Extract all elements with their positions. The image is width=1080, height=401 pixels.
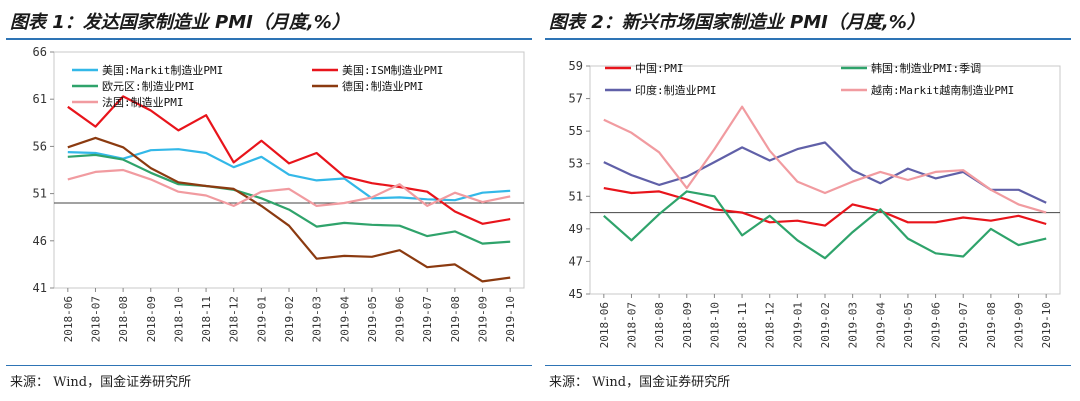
left-title-rule	[6, 38, 532, 40]
y-tick-label-1-5: 55	[569, 124, 583, 138]
x-tick-label-0-6: 2018-12	[228, 296, 241, 342]
x-tick-label-0-9: 2019-03	[311, 296, 324, 342]
x-tick-label-1-1: 2018-07	[625, 302, 638, 348]
y-tick-label-0-5: 66	[33, 45, 47, 59]
series-line-0-1	[67, 95, 511, 225]
left-source-note: 来源： Wind，国金证券研究所	[10, 375, 192, 390]
legend-label-1-1: 韩国:制造业PMI:季调	[871, 61, 981, 75]
y-tick-label-1-6: 57	[569, 92, 583, 106]
left-source-rule	[6, 365, 532, 366]
legend-label-0-4: 法国:制造业PMI	[102, 95, 184, 109]
series-line-1-1	[603, 190, 1047, 260]
y-tick-label-0-0: 41	[33, 281, 47, 295]
right-title-rule	[545, 38, 1071, 40]
x-tick-label-1-11: 2019-05	[902, 302, 915, 348]
x-tick-label-0-3: 2018-09	[145, 296, 158, 342]
y-tick-label-0-2: 51	[33, 187, 47, 201]
x-tick-label-1-10: 2019-04	[874, 302, 887, 349]
x-tick-label-1-16: 2019-10	[1040, 302, 1053, 348]
x-tick-label-1-8: 2019-02	[819, 302, 832, 348]
x-tick-label-1-0: 2018-06	[598, 302, 611, 348]
x-tick-label-0-12: 2019-06	[394, 296, 407, 342]
x-tick-label-1-7: 2019-01	[791, 302, 804, 348]
y-tick-label-1-3: 51	[569, 189, 583, 203]
x-tick-label-1-13: 2019-07	[957, 302, 970, 348]
x-tick-label-0-5: 2018-11	[200, 296, 213, 342]
right-chart-panel: 图表 2：新兴市场国家制造业 PMI（月度,%） 45 47 49 51 53 55 57 5…	[545, 0, 1071, 401]
right-source-rule	[545, 365, 1071, 366]
x-tick-label-0-7: 2019-01	[255, 296, 268, 342]
y-tick-label-1-7: 59	[569, 59, 583, 73]
y-tick-label-1-1: 47	[569, 254, 583, 268]
y-tick-label-1-0: 45	[569, 287, 583, 301]
right-chart-title: 图表 2：新兴市场国家制造业 PMI（月度,%）	[549, 12, 925, 33]
series-line-0-3	[67, 136, 511, 283]
x-tick-label-0-2: 2018-08	[117, 296, 130, 342]
y-tick-label-0-1: 46	[33, 234, 47, 248]
y-tick-label-0-4: 61	[33, 92, 47, 106]
x-tick-label-0-11: 2019-05	[366, 296, 379, 342]
x-tick-label-1-4: 2018-10	[708, 302, 721, 348]
plot-frame-1	[589, 65, 1061, 295]
x-tick-label-0-1: 2018-07	[89, 296, 102, 342]
legend-label-1-3: 越南:Markit越南制造业PMI	[871, 83, 1014, 97]
legend-label-0-3: 德国:制造业PMI	[342, 79, 424, 93]
x-tick-label-0-13: 2019-07	[421, 296, 434, 342]
x-tick-label-0-16: 2019-10	[504, 296, 517, 342]
left-chart-panel: 图表 1：发达国家制造业 PMI（月度,%） 41 46 51 56 61 66 2018-…	[6, 0, 532, 401]
x-tick-label-1-14: 2019-08	[985, 302, 998, 348]
y-tick-label-1-4: 53	[569, 157, 583, 171]
x-tick-label-0-0: 2018-06	[62, 296, 75, 342]
legend-label-0-1: 美国:ISM制造业PMI	[342, 63, 443, 77]
x-tick-label-0-14: 2019-08	[449, 296, 462, 342]
legend-label-1-0: 中国:PMI	[635, 62, 684, 75]
series-line-0-2	[67, 153, 511, 245]
series-line-1-0	[603, 187, 1047, 227]
y-tick-label-1-2: 49	[569, 222, 583, 236]
x-tick-label-0-10: 2019-04	[338, 296, 351, 343]
x-tick-label-1-2: 2018-08	[653, 302, 666, 348]
series-line-0-4	[67, 168, 511, 207]
series-line-1-3	[603, 105, 1047, 214]
legend-label-0-0: 美国:Markit制造业PMI	[102, 63, 223, 77]
legend-label-0-2: 欧元区:制造业PMI	[102, 79, 195, 93]
left-chart-title: 图表 1：发达国家制造业 PMI（月度,%）	[10, 12, 350, 33]
x-tick-label-1-9: 2019-03	[847, 302, 860, 348]
x-tick-label-1-5: 2018-11	[736, 302, 749, 348]
legend-label-1-2: 印度:制造业PMI	[635, 83, 717, 97]
x-tick-label-0-8: 2019-02	[283, 296, 296, 342]
right-source-note: 来源： Wind，国金证券研究所	[549, 375, 731, 390]
x-tick-label-1-3: 2018-09	[681, 302, 694, 348]
x-tick-label-0-4: 2018-10	[172, 296, 185, 342]
right-chart-plot: 45 47 49 51 53 55 57 59 2018-06 2018-07 2018-08 201…	[569, 59, 1061, 349]
left-chart-plot: 41 46 51 56 61 66 2018-06 2018-07 2018-08 2018-09…	[33, 45, 525, 343]
y-tick-label-0-3: 56	[33, 139, 47, 153]
x-tick-label-1-6: 2018-12	[764, 302, 777, 348]
x-tick-label-0-15: 2019-09	[477, 296, 490, 342]
x-tick-label-1-12: 2019-06	[930, 302, 943, 348]
x-tick-label-1-15: 2019-09	[1013, 302, 1026, 348]
